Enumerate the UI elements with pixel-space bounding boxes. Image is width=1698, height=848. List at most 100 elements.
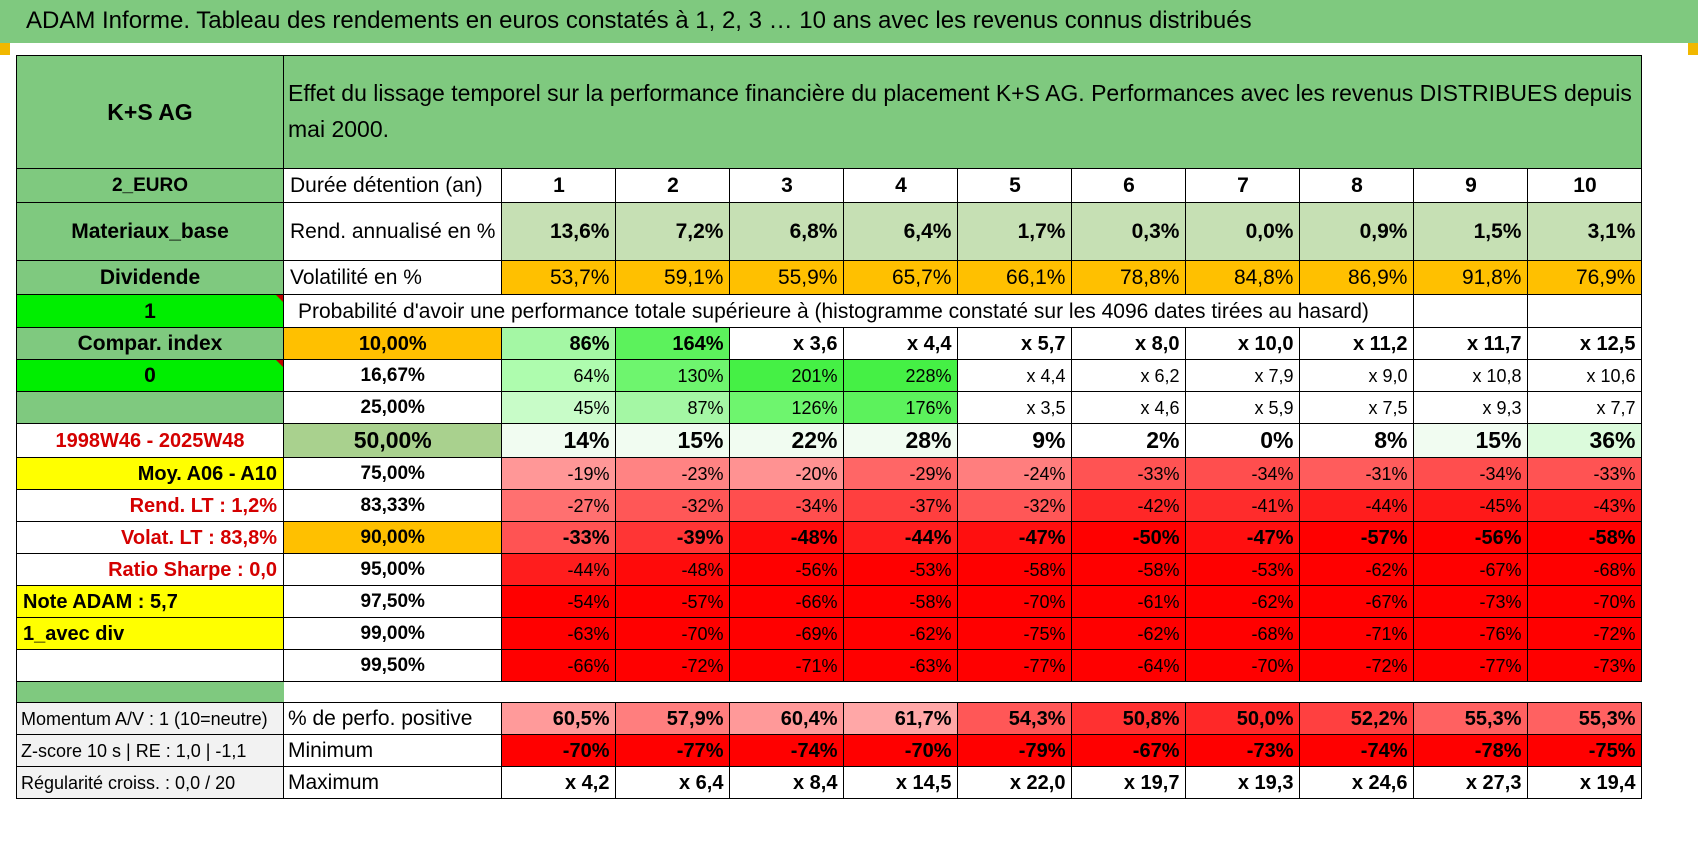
quantile-value: -62% [1185, 585, 1301, 618]
quantile-label: 97,50% [282, 585, 503, 618]
maximum-label: Maximum [282, 766, 503, 799]
quantile-value: -70% [615, 617, 731, 650]
vol-value: 91,8% [1413, 260, 1529, 295]
description-line-2: mai 2000. [288, 116, 390, 142]
quantile-value: -70% [1185, 649, 1301, 682]
quantile-value: x 11,2 [1299, 327, 1415, 360]
quantile-value: x 7,9 [1185, 359, 1301, 392]
quantile-value: x 9,0 [1299, 359, 1415, 392]
maximum-value: x 22,0 [957, 766, 1073, 799]
quantile-value: -68% [1527, 553, 1643, 586]
quantile-value: -72% [615, 649, 731, 682]
quantile-value: -50% [1071, 521, 1187, 554]
minimum-value: -77% [615, 734, 731, 767]
quantile-value: x 10,8 [1413, 359, 1529, 392]
quantile-value: -44% [843, 521, 959, 554]
quantile-value: x 5,7 [957, 327, 1073, 360]
flag-one: 1 [16, 294, 284, 328]
pct-pos-value: 55,3% [1413, 702, 1529, 735]
quantile-value: 36% [1527, 423, 1643, 458]
year-header: 9 [1413, 168, 1529, 203]
quantile-value: -33% [1527, 457, 1643, 490]
quantile-value: -72% [1527, 617, 1643, 650]
vol-value: 84,8% [1185, 260, 1301, 295]
maximum-value: x 6,4 [615, 766, 731, 799]
quantile-value: -34% [1413, 457, 1529, 490]
corner-marker-left [0, 43, 10, 55]
quantile-value: x 4,4 [957, 359, 1073, 392]
quantile-value: -48% [729, 521, 845, 554]
asset-name: K+S AG [16, 55, 284, 169]
quantile-value: 126% [729, 391, 845, 424]
quantile-value: 2% [1071, 423, 1187, 458]
year-header: 10 [1527, 168, 1643, 203]
quantile-value: 22% [729, 423, 845, 458]
maximum-value: x 19,7 [1071, 766, 1187, 799]
quantile-value: x 9,3 [1413, 391, 1529, 424]
vol-value: 76,9% [1527, 260, 1643, 295]
quantile-value: -45% [1413, 489, 1529, 522]
quantile-value: -33% [1071, 457, 1187, 490]
quantile-value: -53% [1185, 553, 1301, 586]
year-header: 1 [501, 168, 617, 203]
quantile-label: 83,33% [282, 489, 503, 522]
quantile-value: 86% [501, 327, 617, 360]
quantile-value: -58% [957, 553, 1073, 586]
pct-pos-value: 61,7% [843, 702, 959, 735]
rend-value: 7,2% [615, 202, 731, 261]
quantile-value: 228% [843, 359, 959, 392]
quantile-label: 10,00% [282, 327, 503, 360]
distribution-label: Dividende [16, 260, 284, 295]
quantile-value: -44% [501, 553, 617, 586]
spacer-green [16, 681, 284, 703]
quantile-value: -62% [843, 617, 959, 650]
quantile-value: -72% [1299, 649, 1415, 682]
compar-index-label: Compar. index [16, 327, 284, 360]
quantile-value: 8% [1299, 423, 1415, 458]
rend-value: 13,6% [501, 202, 617, 261]
momentum-label: Momentum A/V : 1 (10=neutre) [16, 702, 284, 735]
quantile-value: -39% [615, 521, 731, 554]
quantile-value: -66% [729, 585, 845, 618]
quantile-value: -76% [1413, 617, 1529, 650]
quantile-value: -53% [843, 553, 959, 586]
minimum-value: -75% [1527, 734, 1643, 767]
quantile-value: -70% [957, 585, 1073, 618]
year-header: 6 [1071, 168, 1187, 203]
period-label: 1998W46 - 2025W48 [16, 423, 284, 458]
quantile-value: -44% [1299, 489, 1415, 522]
quantile-value: x 4,6 [1071, 391, 1187, 424]
quantile-value: x 12,5 [1527, 327, 1643, 360]
quantile-label: 99,00% [282, 617, 503, 650]
vol-value: 86,9% [1299, 260, 1415, 295]
maximum-value: x 14,5 [843, 766, 959, 799]
quantile-value: -77% [1413, 649, 1529, 682]
volat-lt-label: Volat. LT : 83,8% [16, 521, 284, 554]
quantile-value: -32% [957, 489, 1073, 522]
report-title: ADAM Informe. Tableau des rendements en … [26, 7, 1252, 34]
empty-cell [16, 649, 284, 682]
minimum-label: Minimum [282, 734, 503, 767]
rend-label: Rend. annualisé en % [282, 202, 503, 261]
moy-label: Moy. A06 - A10 [16, 457, 284, 490]
quantile-value: x 4,4 [843, 327, 959, 360]
pct-pos-value: 54,3% [957, 702, 1073, 735]
quantile-value: x 7,5 [1299, 391, 1415, 424]
sector-label: Materiaux_base [16, 202, 284, 261]
vol-value: 65,7% [843, 260, 959, 295]
quantile-label: 95,00% [282, 553, 503, 586]
year-header: 4 [843, 168, 959, 203]
header-description: Effet du lissage temporel sur la perform… [282, 55, 1643, 169]
quantile-value: -71% [729, 649, 845, 682]
quantile-value: x 6,2 [1071, 359, 1187, 392]
quantile-label: 75,00% [282, 457, 503, 490]
empty-green-cell [16, 391, 284, 424]
quantile-value: -77% [957, 649, 1073, 682]
quantile-value: -62% [1299, 553, 1415, 586]
maximum-value: x 24,6 [1299, 766, 1415, 799]
year-header: 8 [1299, 168, 1415, 203]
quantile-value: -19% [501, 457, 617, 490]
quantile-value: 0% [1185, 423, 1301, 458]
quantile-value: -63% [843, 649, 959, 682]
rend-value: 0,0% [1185, 202, 1301, 261]
